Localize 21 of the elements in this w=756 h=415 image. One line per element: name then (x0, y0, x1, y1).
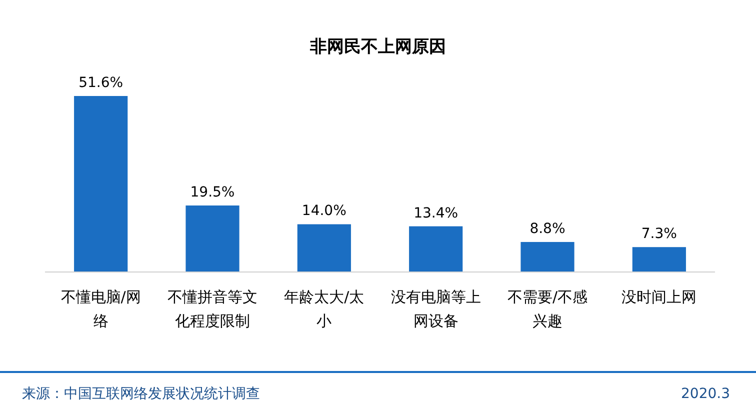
chart-title: 非网民不上网原因 (309, 37, 446, 57)
data-label: 19.5% (190, 184, 235, 200)
x-tick-label: 不懂拼音等文化程度限制 (168, 288, 258, 330)
bar (632, 247, 686, 272)
x-tick-label: 年龄太大/太小 (284, 288, 364, 330)
data-label: 51.6% (78, 75, 124, 91)
text: 2020.3 (681, 386, 730, 402)
x-tick-label: 没有电脑等上网设备 (390, 288, 481, 330)
x-tick-label: 不需要/不感兴趣 (507, 288, 588, 330)
bar (297, 224, 351, 272)
x-tick-label: 没时间上网 (622, 288, 697, 306)
data-label: 7.3% (641, 226, 677, 242)
bar (74, 96, 128, 272)
data-label: 14.0% (302, 203, 346, 220)
bar (186, 205, 240, 272)
bar (409, 226, 463, 272)
data-label: 8.8% (530, 220, 566, 237)
x-tick-label: 不懂电脑/网络 (60, 288, 141, 330)
source-note: 来源：中国互联网络发展状况统计调查 (22, 386, 260, 402)
bar (520, 242, 574, 272)
data-label: 13.4% (414, 205, 458, 222)
